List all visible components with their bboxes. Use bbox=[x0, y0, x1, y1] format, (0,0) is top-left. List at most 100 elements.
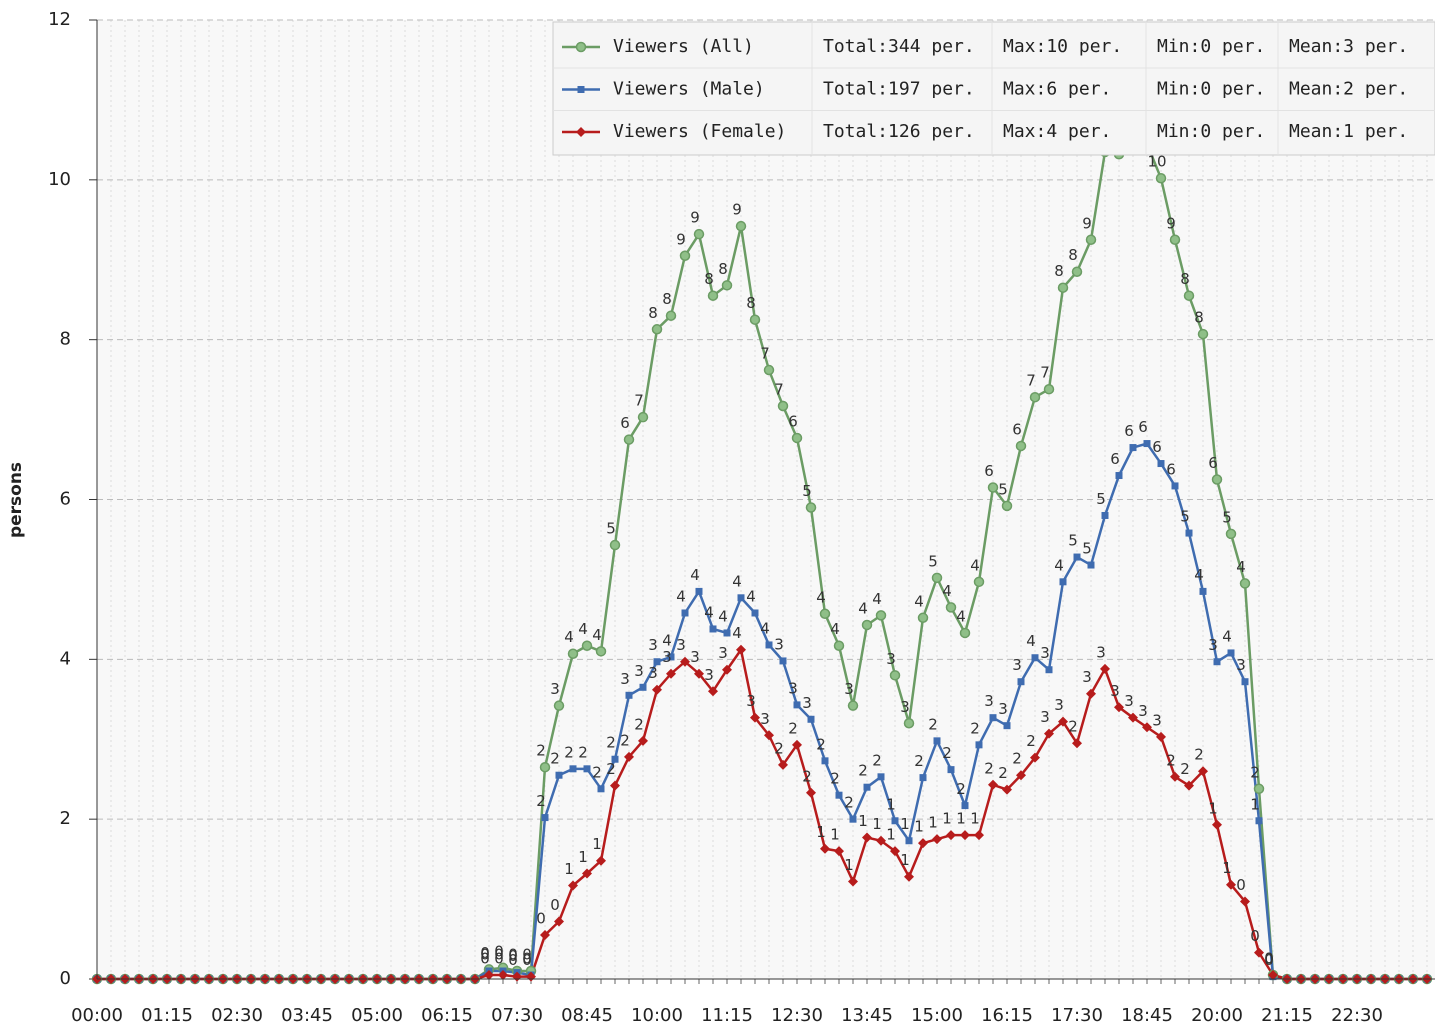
value-label: 3 bbox=[704, 666, 714, 684]
value-label: 6 bbox=[1152, 438, 1162, 456]
x-tick-label: 10:00 bbox=[631, 1005, 683, 1026]
marker bbox=[835, 791, 843, 799]
marker bbox=[736, 644, 746, 655]
value-label: 2 bbox=[606, 734, 616, 752]
value-label: 2 bbox=[550, 750, 560, 768]
marker bbox=[947, 766, 955, 774]
marker bbox=[540, 930, 550, 941]
value-label: 6 bbox=[620, 414, 630, 432]
value-label: 4 bbox=[1236, 558, 1246, 576]
value-label: 1 bbox=[914, 818, 924, 836]
value-label: 4 bbox=[1222, 627, 1232, 645]
value-label: 4 bbox=[956, 607, 966, 625]
value-label: 5 bbox=[802, 482, 812, 500]
marker bbox=[651, 324, 663, 335]
marker bbox=[1085, 234, 1097, 246]
marker bbox=[933, 737, 941, 745]
marker bbox=[779, 657, 787, 665]
value-label: 2 bbox=[1180, 760, 1190, 778]
marker bbox=[750, 712, 760, 723]
value-label: 5 bbox=[1180, 508, 1190, 526]
marker bbox=[1015, 440, 1027, 452]
marker bbox=[709, 625, 717, 633]
value-label: 2 bbox=[970, 719, 980, 737]
marker bbox=[554, 916, 564, 927]
marker bbox=[721, 280, 733, 291]
marker bbox=[1155, 172, 1167, 184]
marker bbox=[891, 817, 899, 825]
marker bbox=[877, 773, 885, 781]
x-tick-label: 00:00 bbox=[71, 1005, 123, 1026]
value-label: 0 bbox=[522, 950, 532, 968]
value-label: 1 bbox=[956, 810, 966, 828]
value-label: 2 bbox=[998, 764, 1008, 782]
marker bbox=[652, 684, 662, 695]
y-tick-label: 6 bbox=[60, 489, 71, 510]
marker bbox=[568, 880, 578, 891]
marker bbox=[1071, 266, 1083, 277]
value-label: 2 bbox=[1068, 718, 1078, 736]
value-label: 2 bbox=[816, 735, 826, 753]
value-label: 4 bbox=[578, 620, 588, 638]
marker bbox=[1169, 234, 1181, 246]
marker bbox=[1002, 784, 1012, 795]
legend-stat: Total:344 per. bbox=[823, 36, 975, 57]
y-axis-label: persons bbox=[6, 462, 26, 538]
value-label: 4 bbox=[746, 587, 756, 605]
value-label: 3 bbox=[1096, 643, 1106, 661]
marker bbox=[1255, 817, 1263, 825]
value-label: 2 bbox=[1250, 763, 1260, 781]
marker bbox=[737, 594, 745, 602]
value-label: 3 bbox=[1040, 708, 1050, 726]
y-tick-label: 10 bbox=[48, 169, 71, 190]
marker bbox=[681, 609, 689, 617]
value-label: 2 bbox=[788, 719, 798, 737]
value-label: 1 bbox=[872, 815, 882, 833]
value-label: 8 bbox=[1054, 262, 1064, 280]
legend: Viewers (All) Total:344 per. Max:10 per. Mi… bbox=[552, 21, 1435, 156]
marker bbox=[596, 855, 606, 866]
value-label: 2 bbox=[872, 751, 882, 769]
marker bbox=[1225, 528, 1237, 540]
value-label: 6 bbox=[788, 412, 798, 430]
value-label: 0 bbox=[508, 951, 518, 969]
marker bbox=[723, 629, 731, 637]
value-label: 3 bbox=[1040, 644, 1050, 662]
value-label: 3 bbox=[886, 650, 896, 668]
marker bbox=[1058, 716, 1068, 727]
marker bbox=[975, 741, 983, 749]
value-label: 2 bbox=[1012, 750, 1022, 768]
marker bbox=[875, 610, 887, 621]
legend-stat: Max:10 per. bbox=[1003, 36, 1122, 57]
value-label: 4 bbox=[1194, 566, 1204, 584]
value-label: 6 bbox=[1124, 422, 1134, 440]
value-label: 3 bbox=[746, 692, 756, 710]
marker bbox=[665, 310, 677, 321]
marker bbox=[861, 619, 873, 631]
legend-stat: Min:0 per. bbox=[1157, 36, 1265, 57]
marker bbox=[623, 434, 635, 445]
legend-stat: Total:126 per. bbox=[823, 121, 975, 142]
value-label: 4 bbox=[704, 603, 714, 621]
value-label: 4 bbox=[830, 620, 840, 638]
marker bbox=[973, 576, 985, 588]
value-label: 1 bbox=[578, 848, 588, 866]
marker bbox=[905, 837, 913, 845]
value-label: 1 bbox=[592, 835, 602, 853]
value-label: 3 bbox=[550, 680, 560, 698]
value-label: 0 bbox=[480, 944, 490, 962]
marker bbox=[567, 648, 579, 659]
value-label: 8 bbox=[704, 270, 714, 288]
value-label: 0 bbox=[522, 951, 532, 969]
marker bbox=[1239, 578, 1251, 589]
marker bbox=[1185, 529, 1193, 537]
value-label: 3 bbox=[788, 679, 798, 697]
value-label: 3 bbox=[802, 694, 812, 712]
legend-stat: Min:0 per. bbox=[1157, 79, 1265, 100]
value-label: 3 bbox=[1124, 692, 1134, 710]
marker bbox=[806, 787, 816, 798]
marker bbox=[624, 751, 634, 762]
value-label: 4 bbox=[718, 607, 728, 625]
marker bbox=[1087, 561, 1095, 569]
marker bbox=[793, 701, 801, 709]
